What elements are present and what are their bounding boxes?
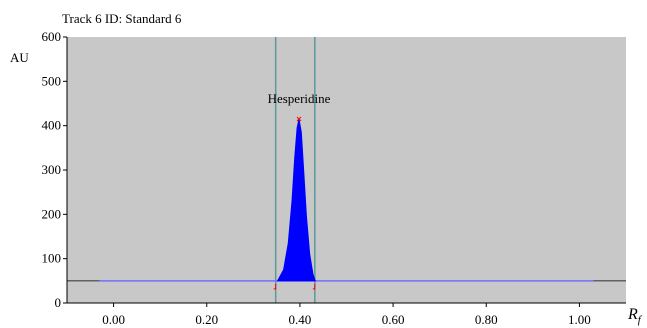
chart-title: Track 6 ID: Standard 6 (62, 11, 182, 26)
y-tick-label-3: 300 (42, 162, 62, 177)
y-tick-label-4: 400 (42, 118, 62, 133)
x-tick-label-2: 0.40 (289, 312, 312, 327)
boundary-lines (274, 37, 316, 303)
peak-label: Hesperidine (268, 91, 331, 106)
x-axis-label-main: R (627, 306, 638, 323)
x-tick-label-5: 1.00 (568, 312, 591, 327)
x-axis-label-sub: f (638, 314, 643, 326)
x-axis: 0.00 0.20 0.40 0.60 0.80 1.00 (67, 302, 626, 327)
boundary-marker-0 (273, 283, 277, 290)
peak-area (273, 116, 316, 290)
y-tick-label-1: 100 (42, 251, 62, 266)
boundary-marker-1 (312, 283, 316, 290)
x-tick-label-3: 0.60 (382, 312, 405, 327)
x-axis-label: Rf (627, 306, 643, 326)
y-axis: 0 100 200 300 400 500 600 (42, 29, 68, 310)
peak-apex-marker-cross (296, 116, 302, 122)
x-tick-label-4: 0.80 (475, 312, 498, 327)
peak-fill (276, 118, 316, 282)
x-tick-label-0: 0.00 (102, 312, 125, 327)
y-tick-label-0: 0 (55, 295, 62, 310)
y-tick-label-5: 500 (42, 73, 62, 88)
plot-area (67, 37, 626, 303)
y-axis-label: AU (10, 50, 29, 65)
x-tick-label-1: 0.20 (195, 312, 218, 327)
y-tick-label-2: 200 (42, 206, 62, 221)
y-tick-label-6: 600 (42, 29, 62, 44)
